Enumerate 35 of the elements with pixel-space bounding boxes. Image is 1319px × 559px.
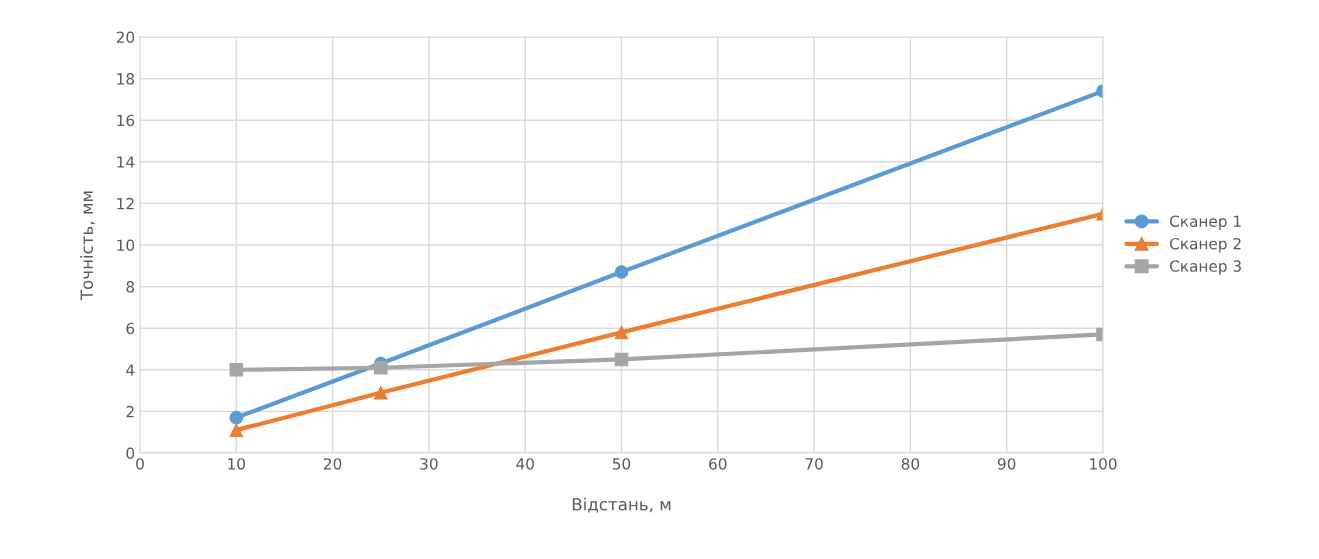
legend-label: Сканер 1 — [1170, 215, 1241, 230]
x-tick-label: 80 — [901, 458, 920, 470]
y-tick-label: 10 — [117, 239, 135, 252]
legend-label: Сканер 3 — [1170, 260, 1241, 275]
y-tick-label: 4 — [126, 364, 135, 376]
point — [373, 360, 388, 375]
x-tick-label: 100 — [1090, 458, 1117, 470]
point — [614, 325, 629, 340]
y-tick-label: 18 — [117, 73, 135, 85]
point — [229, 363, 244, 377]
x-tick-label: 10 — [228, 458, 246, 470]
y-tick-label: 20 — [116, 31, 135, 44]
x-tick-label: 40 — [516, 458, 534, 470]
y-tick-label: 2 — [126, 405, 134, 418]
x-tick-label: 0 — [136, 458, 144, 470]
point — [373, 385, 388, 400]
y-tick-label: 12 — [117, 197, 134, 210]
x-axis-title: Відстань, м — [572, 497, 671, 513]
y-tick-label: 8 — [126, 281, 135, 293]
y-tick-label: 0 — [126, 447, 135, 460]
x-tick-label: 20 — [324, 458, 342, 470]
y-tick-label: 6 — [126, 322, 135, 335]
point — [614, 265, 629, 279]
point — [229, 423, 244, 437]
x-tick-label: 90 — [997, 458, 1016, 470]
point — [229, 410, 244, 425]
x-tick-label: 50 — [612, 458, 631, 470]
point — [614, 352, 629, 367]
x-tick-label: 60 — [709, 458, 727, 470]
y-tick-label: 16 — [117, 114, 135, 127]
y-axis-title: Точність, мм — [80, 191, 95, 301]
legend-label: Сканер 2 — [1170, 237, 1241, 253]
y-tick-label: 14 — [117, 156, 135, 168]
x-tick-label: 30 — [420, 458, 438, 470]
x-tick-label: 70 — [805, 458, 823, 470]
